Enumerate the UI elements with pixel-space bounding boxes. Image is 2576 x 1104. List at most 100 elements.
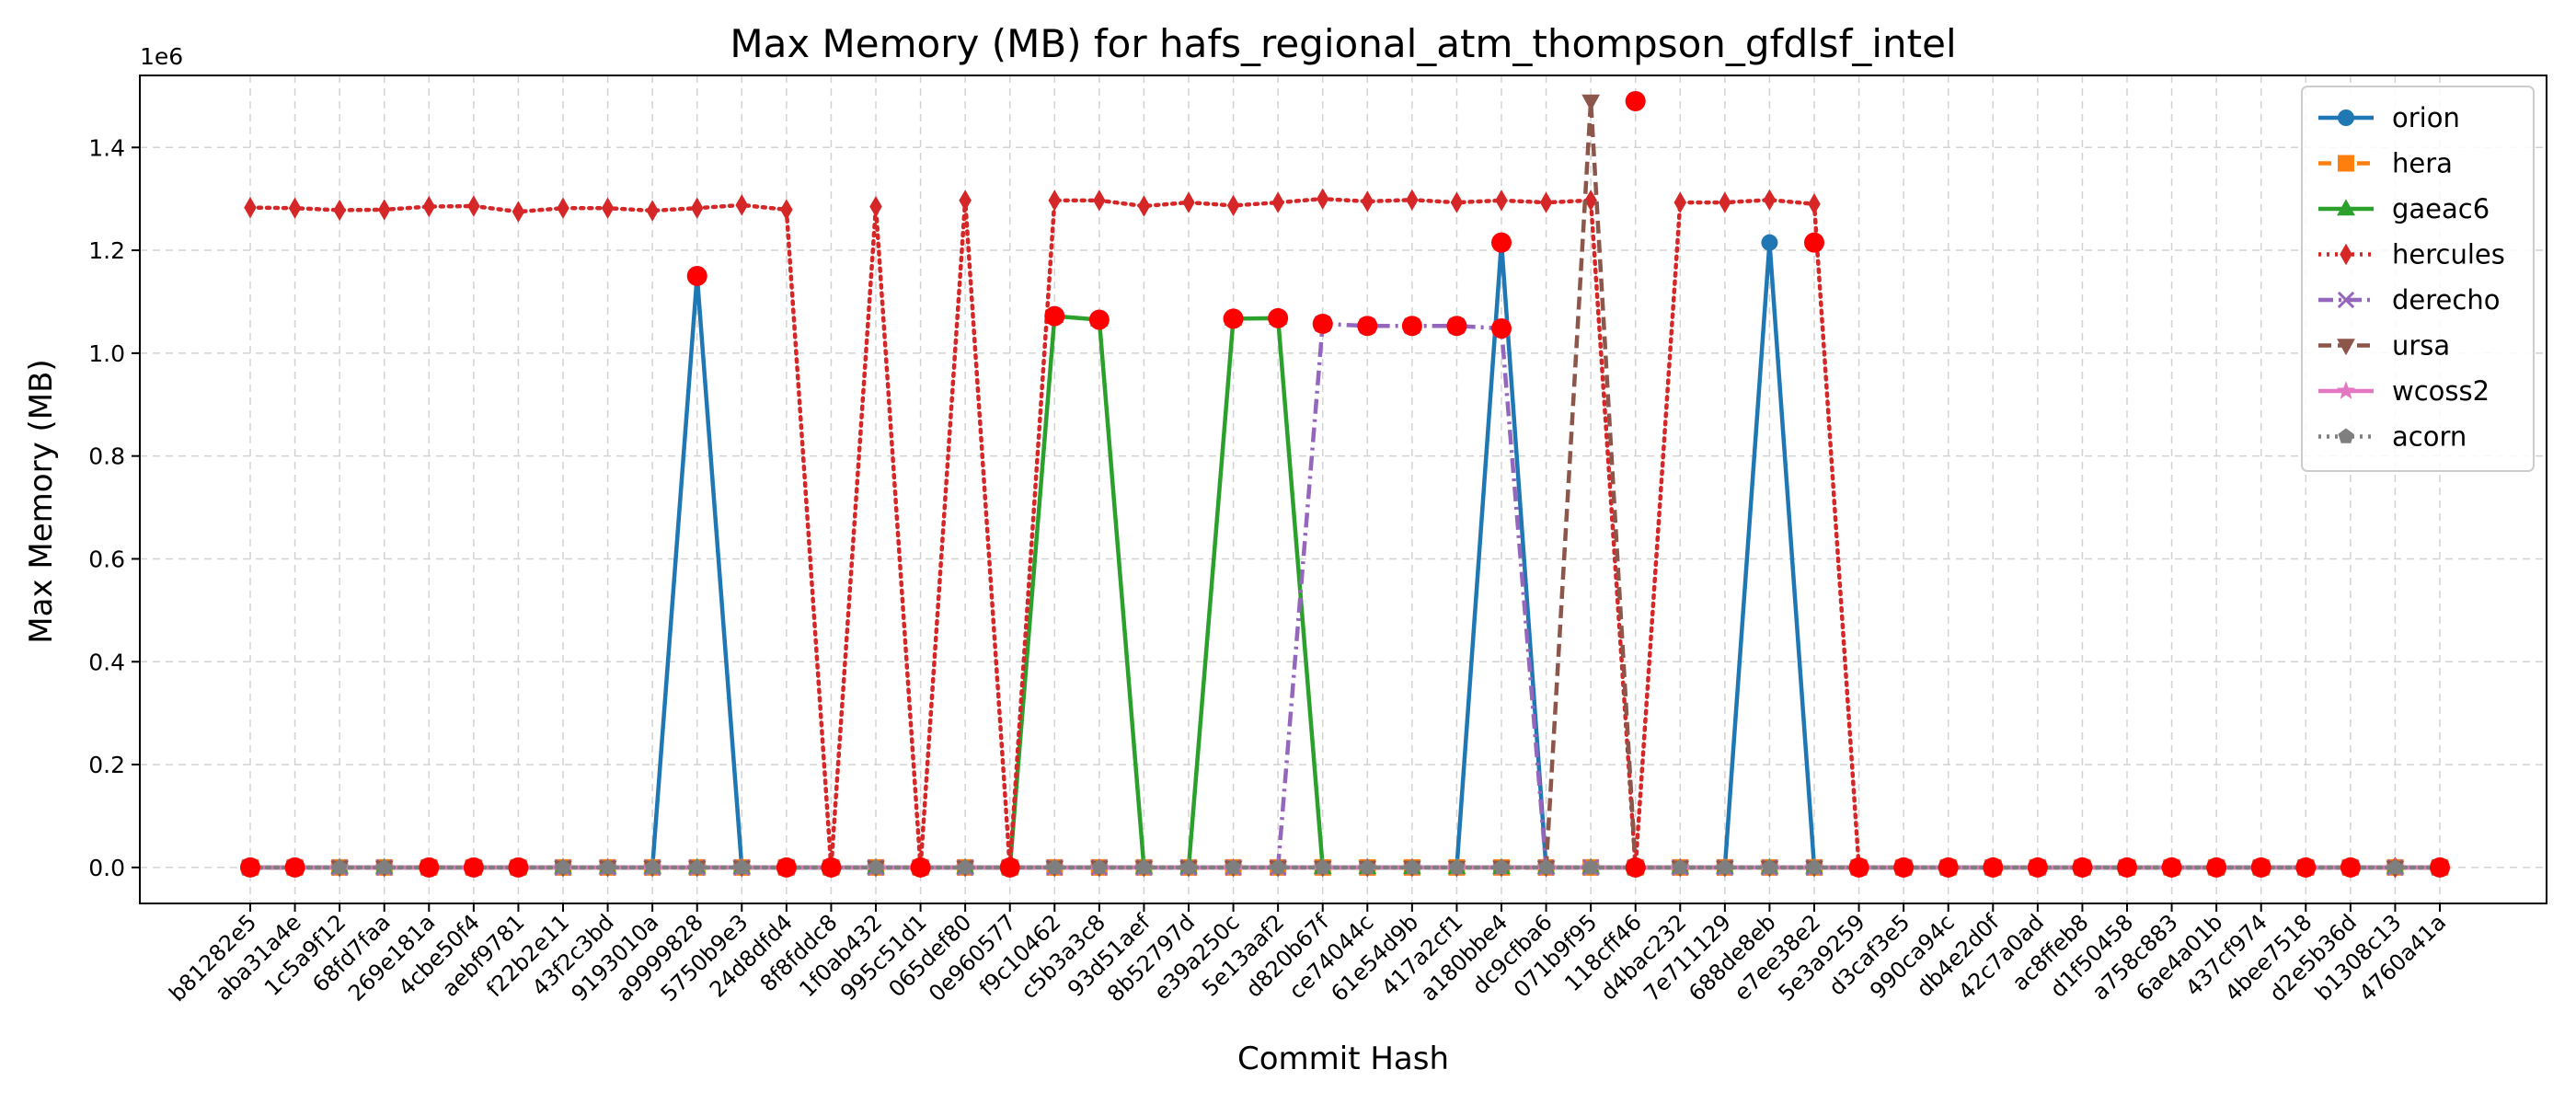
point-hercules xyxy=(1673,191,1687,213)
point-orion xyxy=(1761,234,1778,251)
highlight-point xyxy=(1491,232,1512,253)
point-hercules xyxy=(467,195,480,217)
point-hercules xyxy=(959,190,972,212)
highlight-point xyxy=(240,857,260,878)
point-hercules xyxy=(1048,190,1062,212)
legend-item-ursa: ursa xyxy=(2318,330,2450,362)
highlight-point xyxy=(1491,318,1512,339)
legend-marker xyxy=(2338,155,2354,172)
highlight-point xyxy=(2295,857,2317,878)
highlight-point xyxy=(1848,857,1869,878)
legend-label: acorn xyxy=(2392,421,2467,453)
point-hercules xyxy=(333,199,346,222)
point-hercules xyxy=(1182,191,1195,213)
y-tick-label: 0.0 xyxy=(88,855,125,881)
legend-label: hera xyxy=(2392,148,2453,179)
y-scale-note: 1e6 xyxy=(140,43,183,70)
point-hercules xyxy=(1584,190,1597,212)
legend-item-acorn: acorn xyxy=(2318,421,2467,453)
legend-item-derecho: derecho xyxy=(2318,284,2500,316)
point-acorn xyxy=(1493,858,1510,875)
legend-marker xyxy=(2336,381,2356,399)
point-hercules xyxy=(1808,193,1821,215)
point-acorn xyxy=(1582,858,1599,875)
legend-label: derecho xyxy=(2392,284,2500,316)
point-hercules xyxy=(1316,188,1329,210)
grid-layer xyxy=(140,75,2547,903)
point-hercules xyxy=(1226,194,1240,217)
plot-frame xyxy=(139,75,2547,904)
point-hercules xyxy=(1495,190,1508,212)
legend-label: hercules xyxy=(2392,239,2505,270)
highlight-point xyxy=(1268,307,1289,328)
point-hercules xyxy=(601,197,615,219)
highlight-point xyxy=(1223,308,1244,329)
point-acorn xyxy=(600,858,616,875)
point-acorn xyxy=(1717,858,1733,875)
y-tick-label: 1.0 xyxy=(88,340,125,367)
highlight-point xyxy=(2340,857,2361,878)
y-tick-label: 1.4 xyxy=(88,134,125,161)
legend-item-hercules: hercules xyxy=(2318,239,2505,270)
highlight-point xyxy=(1312,314,1333,334)
point-hercules xyxy=(1361,190,1374,213)
point-hercules xyxy=(690,197,704,219)
point-hercules xyxy=(1137,195,1151,217)
highlight-point xyxy=(999,857,1020,878)
legend-label: orion xyxy=(2392,102,2460,133)
legend-marker xyxy=(2337,199,2355,216)
point-hercules xyxy=(1539,191,1553,213)
point-acorn xyxy=(555,858,571,875)
point-acorn xyxy=(1448,858,1465,875)
point-acorn xyxy=(1359,858,1375,875)
highlight-point xyxy=(2027,857,2048,878)
highlight-point xyxy=(1088,309,1110,330)
legend-marker xyxy=(2337,339,2355,356)
point-hercules xyxy=(646,200,659,222)
highlight-point xyxy=(1044,305,1065,327)
point-acorn xyxy=(1672,858,1688,875)
point-acorn xyxy=(2386,858,2403,875)
legend-item-wcoss2: wcoss2 xyxy=(2318,375,2490,407)
y-tick-label: 0.2 xyxy=(88,752,125,778)
highlight-point xyxy=(1625,90,1646,111)
point-hercules xyxy=(377,199,391,221)
legend-label: ursa xyxy=(2392,330,2450,362)
point-hercules xyxy=(422,195,436,218)
chart-title: Max Memory (MB) for hafs_regional_atm_th… xyxy=(730,21,1956,66)
point-hercules xyxy=(288,197,302,219)
point-acorn xyxy=(644,858,661,875)
legend-marker xyxy=(2337,291,2355,309)
highlight-point xyxy=(1983,857,2004,878)
point-acorn xyxy=(868,858,884,875)
point-acorn xyxy=(1538,858,1555,875)
highlight-point xyxy=(1625,857,1646,878)
legend-label: wcoss2 xyxy=(2392,375,2490,407)
point-acorn xyxy=(733,858,750,875)
legend-item-orion: orion xyxy=(2318,102,2460,133)
point-hercules xyxy=(1450,191,1464,213)
highlight-point xyxy=(284,857,305,878)
point-acorn xyxy=(1806,858,1823,875)
legend-item-gaeac6: gaeac6 xyxy=(2318,193,2490,224)
highlight-point xyxy=(1446,316,1467,337)
y-tick-label: 0.8 xyxy=(88,443,125,470)
point-acorn xyxy=(1270,858,1286,875)
highlight-point xyxy=(2250,857,2271,878)
legend-box xyxy=(2301,86,2535,472)
highlight-point xyxy=(2206,857,2227,878)
highlight-layer xyxy=(240,90,2450,878)
point-acorn xyxy=(1225,858,1242,875)
highlight-point xyxy=(419,857,440,878)
point-acorn xyxy=(1404,858,1420,875)
legend: orion hera gaeac6 hercules derecho ursa wcoss2… xyxy=(2301,86,2535,472)
legend-item-hera: hera xyxy=(2318,148,2453,179)
point-acorn xyxy=(1315,858,1331,875)
point-ursa xyxy=(1581,94,1601,111)
highlight-point xyxy=(2161,857,2182,878)
point-acorn xyxy=(1761,858,1777,875)
highlight-point xyxy=(1401,316,1422,337)
point-acorn xyxy=(957,858,973,875)
point-acorn xyxy=(1091,858,1108,875)
